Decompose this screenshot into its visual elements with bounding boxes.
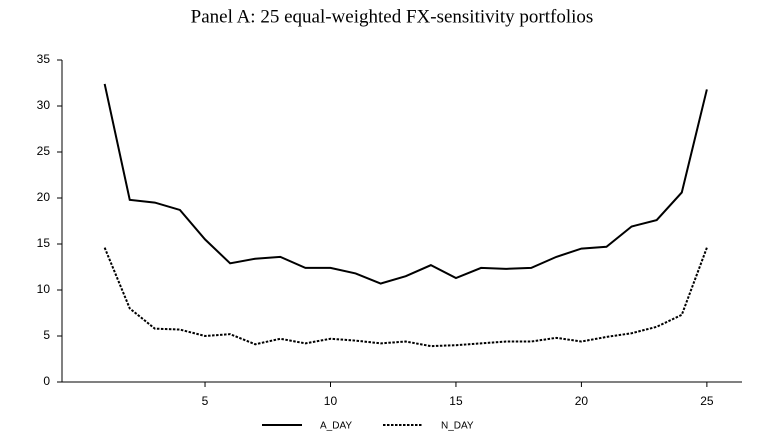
line-series [103, 247, 708, 348]
y-tick-label: 30 [37, 98, 51, 112]
y-tick-label: 0 [43, 374, 50, 388]
y-tick-label: 5 [43, 328, 50, 342]
x-tick-label: 25 [700, 394, 714, 408]
y-tick-label: 20 [37, 190, 51, 204]
chart-title: Panel A: 25 equal-weighted FX-sensitivit… [191, 6, 594, 27]
y-tick-label: 15 [37, 236, 51, 250]
x-tick-label: 15 [449, 394, 463, 408]
y-tick-label: 35 [37, 52, 51, 66]
legend-label: N_DAY [441, 421, 474, 432]
x-tick-label: 5 [202, 394, 209, 408]
legend-label: A_DAY [320, 421, 352, 432]
y-tick-label: 25 [37, 144, 51, 158]
x-tick-label: 10 [324, 394, 338, 408]
x-tick-label: 20 [575, 394, 589, 408]
line-series [103, 83, 708, 285]
y-tick-label: 10 [37, 282, 51, 296]
